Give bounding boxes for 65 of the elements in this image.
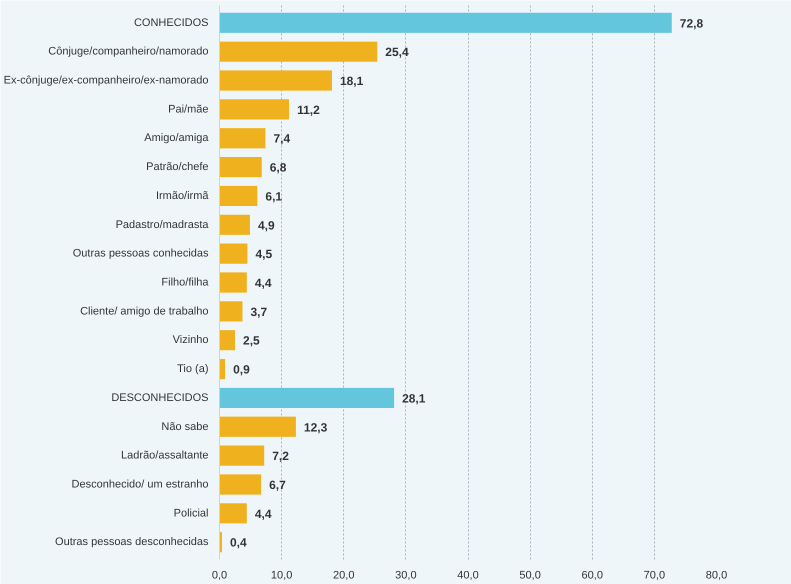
y-tick-label: Filho/filha	[161, 276, 210, 288]
y-tick-label: Tio (a)	[177, 363, 208, 376]
x-tick-label: 20,0	[333, 570, 354, 582]
data-label: 7,4	[273, 132, 290, 146]
bar	[220, 388, 394, 408]
bar	[220, 330, 236, 350]
x-tick-label: 70,0	[644, 570, 666, 582]
x-tick-label: 60,0	[582, 570, 603, 582]
x-tick-label: 30,0	[395, 570, 417, 582]
y-tick-label: Cônjuge/companheiro/namorado	[48, 46, 209, 58]
y-tick-label: Ex-cônjuge/ex-companheiro/ex-namorado	[4, 74, 209, 87]
x-tick-label: 0,0	[212, 570, 228, 582]
data-label: 4,5	[255, 247, 272, 262]
x-tick-label: 80,0	[706, 570, 728, 582]
data-label: 0,9	[233, 362, 250, 377]
data-label: 18,1	[340, 74, 364, 88]
bar	[220, 12, 672, 33]
y-tick-label: Pai/mãe	[168, 103, 209, 116]
x-tick-label: 50,0	[519, 570, 541, 582]
bar	[220, 446, 264, 466]
bar	[220, 474, 262, 495]
data-label: 0,4	[230, 536, 247, 550]
bar	[220, 42, 378, 62]
bar	[220, 128, 266, 148]
bar	[220, 301, 242, 322]
data-label: 72,8	[680, 16, 704, 30]
data-label: 25,4	[385, 45, 409, 60]
bar	[220, 358, 226, 380]
y-tick-label: Outras pessoas conhecidas	[72, 248, 209, 260]
bar	[220, 156, 262, 178]
bar	[220, 244, 248, 264]
data-label: 3,7	[250, 304, 268, 319]
bar	[220, 214, 250, 235]
bar	[220, 272, 247, 293]
data-label: 28,1	[402, 391, 426, 406]
x-tick-label: 40,0	[457, 570, 479, 582]
y-tick-label: Amigo/amiga	[144, 132, 210, 144]
data-label: 4,4	[254, 506, 272, 521]
y-tick-label: Desconhecido/ um estranho	[72, 478, 208, 490]
y-tick-label: Patrão/chefe	[146, 161, 208, 174]
bar	[220, 186, 258, 206]
y-tick-label: Vizinho	[172, 334, 209, 346]
y-tick-label: Cliente/ amigo de trabalho	[80, 305, 209, 318]
bar	[220, 503, 247, 524]
data-label: 11,2	[297, 102, 320, 117]
data-label: 6,7	[269, 478, 286, 492]
data-label: 6,1	[265, 189, 282, 204]
y-tick-label: Outras pessoas desconhecidas	[55, 536, 209, 548]
y-tick-label: Ladrão/assaltante	[121, 450, 208, 462]
bar	[220, 99, 290, 120]
data-label: 7,2	[272, 449, 290, 464]
bar	[220, 70, 332, 91]
bar	[220, 416, 296, 437]
data-label: 6,8	[270, 160, 287, 175]
data-label: 4,9	[258, 218, 275, 232]
y-tick-label: CONHECIDOS	[134, 16, 208, 29]
data-label: 12,3	[304, 420, 328, 434]
y-tick-label: Não sabe	[161, 420, 209, 433]
data-label: 4,4	[254, 276, 272, 290]
x-tick-label: 10,0	[270, 570, 292, 582]
y-tick-label: Padastro/madrasta	[116, 218, 210, 231]
y-tick-label: DESCONHECIDOS	[111, 392, 209, 404]
y-tick-label: Irmão/irmã	[156, 190, 210, 202]
data-label: 2,5	[243, 334, 260, 348]
y-tick-label: Policial	[174, 507, 209, 520]
